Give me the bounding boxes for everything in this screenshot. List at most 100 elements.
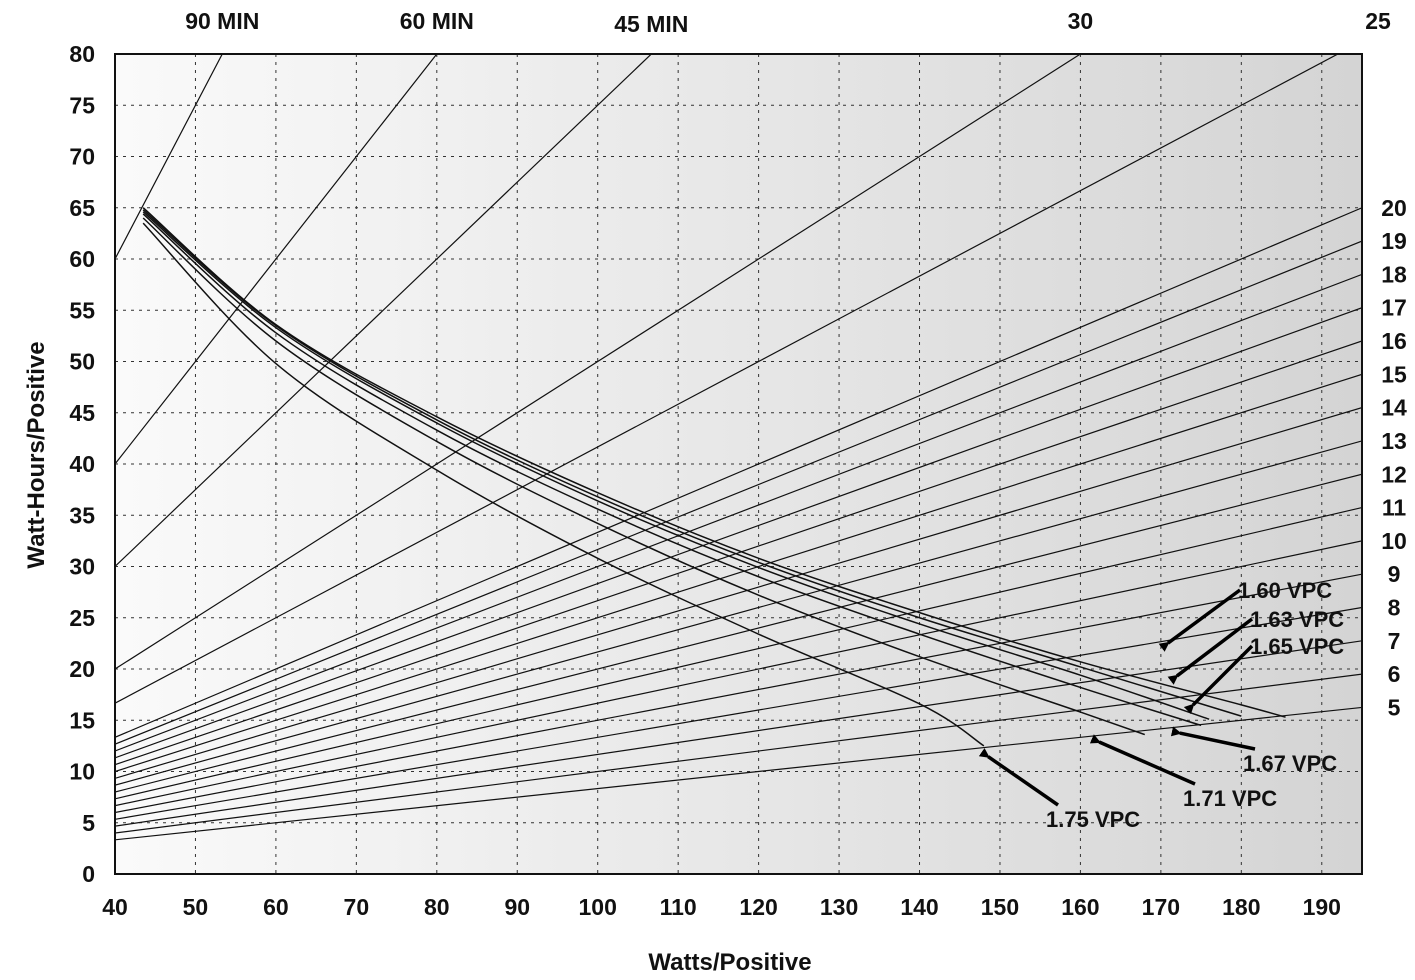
- x-axis-title: Watts/Positive: [648, 949, 811, 976]
- x-tick-label: 180: [1222, 894, 1260, 920]
- y-tick-label: 20: [69, 656, 95, 682]
- runtime-line: [115, 54, 1340, 704]
- runtime-labels-layer: 90 MIN 60 MIN 45 MIN 30 25 20 19 18 17 16 15 14 13 12…: [185, 8, 1407, 720]
- tick-labels-layer: 40 50 60 70 80 90 100 110 120 130 140 150 160 170 180 1…: [69, 41, 1341, 920]
- runtime-line: [115, 473, 1362, 793]
- runtime-label: 18: [1381, 261, 1407, 287]
- runtime-label: 19: [1381, 228, 1407, 254]
- y-tick-label: 60: [69, 246, 95, 272]
- y-tick-label: 10: [69, 759, 95, 785]
- runtime-label: 13: [1381, 428, 1407, 454]
- x-tick-label: 50: [183, 894, 209, 920]
- vpc-label: 1.63 VPC: [1250, 607, 1344, 632]
- x-tick-label: 110: [660, 894, 697, 920]
- vpc-label: 1.67 VPC: [1243, 751, 1337, 776]
- runtime-label: 5: [1388, 694, 1401, 720]
- vpc-arrow: [1167, 617, 1254, 685]
- runtime-line: [115, 640, 1362, 827]
- runtime-label: 25: [1365, 8, 1391, 34]
- runtime-label: 30: [1068, 8, 1094, 34]
- plot-frame: [114, 53, 1363, 875]
- x-tick-label: 130: [820, 894, 858, 920]
- y-tick-label: 45: [69, 400, 95, 426]
- y-tick-label: 15: [69, 707, 95, 733]
- vpc-label: 1.65 VPC: [1250, 634, 1344, 659]
- x-tick-label: 190: [1303, 894, 1341, 920]
- vpc-arrow: [1183, 644, 1254, 715]
- runtime-lines-layer: [115, 54, 1362, 841]
- vpc-label: 1.60 VPC: [1238, 578, 1332, 603]
- x-tick-label: 160: [1061, 894, 1099, 920]
- runtime-line: [115, 307, 1362, 759]
- runtime-label: 10: [1381, 528, 1407, 554]
- x-tick-label: 70: [344, 894, 370, 920]
- vpc-arrow: [1089, 734, 1196, 786]
- vpc-curve: [142, 213, 1202, 727]
- vpc-curve: [142, 211, 1210, 720]
- runtime-line: [115, 407, 1362, 779]
- runtime-line: [115, 706, 1362, 841]
- runtime-line: [115, 506, 1362, 800]
- y-tick-label: 40: [69, 451, 95, 477]
- runtime-line: [115, 540, 1362, 807]
- x-tick-label: 40: [102, 894, 128, 920]
- runtime-line: [115, 54, 438, 465]
- vpc-curve: [142, 209, 1242, 717]
- runtime-label: 60 MIN: [400, 8, 474, 34]
- vpc-label: 1.71 VPC: [1183, 786, 1277, 811]
- runtime-label: 15: [1381, 361, 1407, 387]
- runtime-line: [115, 273, 1362, 752]
- runtime-label: 12: [1381, 461, 1407, 487]
- y-tick-label: 70: [69, 144, 95, 170]
- runtime-label: 11: [1382, 495, 1407, 521]
- runtime-line: [115, 606, 1362, 820]
- vpc-curve: [142, 222, 985, 747]
- y-axis-title: Watt-Hours/Positive: [23, 341, 50, 568]
- y-tick-label: 50: [69, 349, 95, 375]
- runtime-line: [115, 340, 1362, 766]
- runtime-label: 17: [1381, 295, 1407, 321]
- runtime-label: 16: [1381, 328, 1407, 354]
- x-tick-label: 140: [900, 894, 938, 920]
- x-tick-label: 100: [579, 894, 617, 920]
- x-tick-label: 150: [981, 894, 1019, 920]
- runtime-line: [115, 240, 1362, 745]
- y-tick-label: 65: [69, 195, 95, 221]
- runtime-label: 20: [1381, 195, 1407, 221]
- y-tick-label: 5: [82, 810, 95, 836]
- runtime-line: [115, 54, 1082, 670]
- runtime-line: [115, 373, 1362, 773]
- runtime-label: 6: [1388, 661, 1401, 687]
- y-tick-label: 30: [69, 554, 95, 580]
- vpc-arrow: [1170, 726, 1256, 751]
- runtime-label: 8: [1388, 595, 1401, 621]
- runtime-label: 7: [1388, 628, 1401, 654]
- vpc-label: 1.75 VPC: [1046, 807, 1140, 832]
- runtime-label: 45 MIN: [614, 11, 688, 37]
- y-tick-label: 80: [69, 41, 95, 67]
- x-tick-label: 80: [424, 894, 450, 920]
- runtime-label: 14: [1381, 395, 1407, 421]
- runtime-line: [115, 207, 1362, 738]
- runtime-label: 90 MIN: [185, 8, 259, 34]
- plot-background: [115, 54, 1362, 874]
- x-tick-label: 170: [1142, 894, 1180, 920]
- y-tick-label: 25: [69, 605, 95, 631]
- runtime-label: 9: [1388, 561, 1401, 587]
- x-tick-label: 90: [504, 894, 530, 920]
- y-tick-label: 0: [82, 861, 95, 887]
- x-tick-label: 120: [739, 894, 777, 920]
- y-tick-label: 75: [69, 92, 95, 118]
- runtime-line: [115, 573, 1362, 814]
- y-tick-label: 35: [69, 502, 95, 528]
- vpc-curve: [142, 207, 1286, 718]
- vpc-curve: [142, 217, 1146, 736]
- vpc-curves-layer: [142, 207, 1286, 747]
- runtime-line: [115, 54, 653, 567]
- x-tick-label: 60: [263, 894, 289, 920]
- vpc-arrow: [978, 748, 1059, 807]
- vpc-arrow: [1158, 588, 1242, 652]
- y-tick-label: 55: [69, 297, 95, 323]
